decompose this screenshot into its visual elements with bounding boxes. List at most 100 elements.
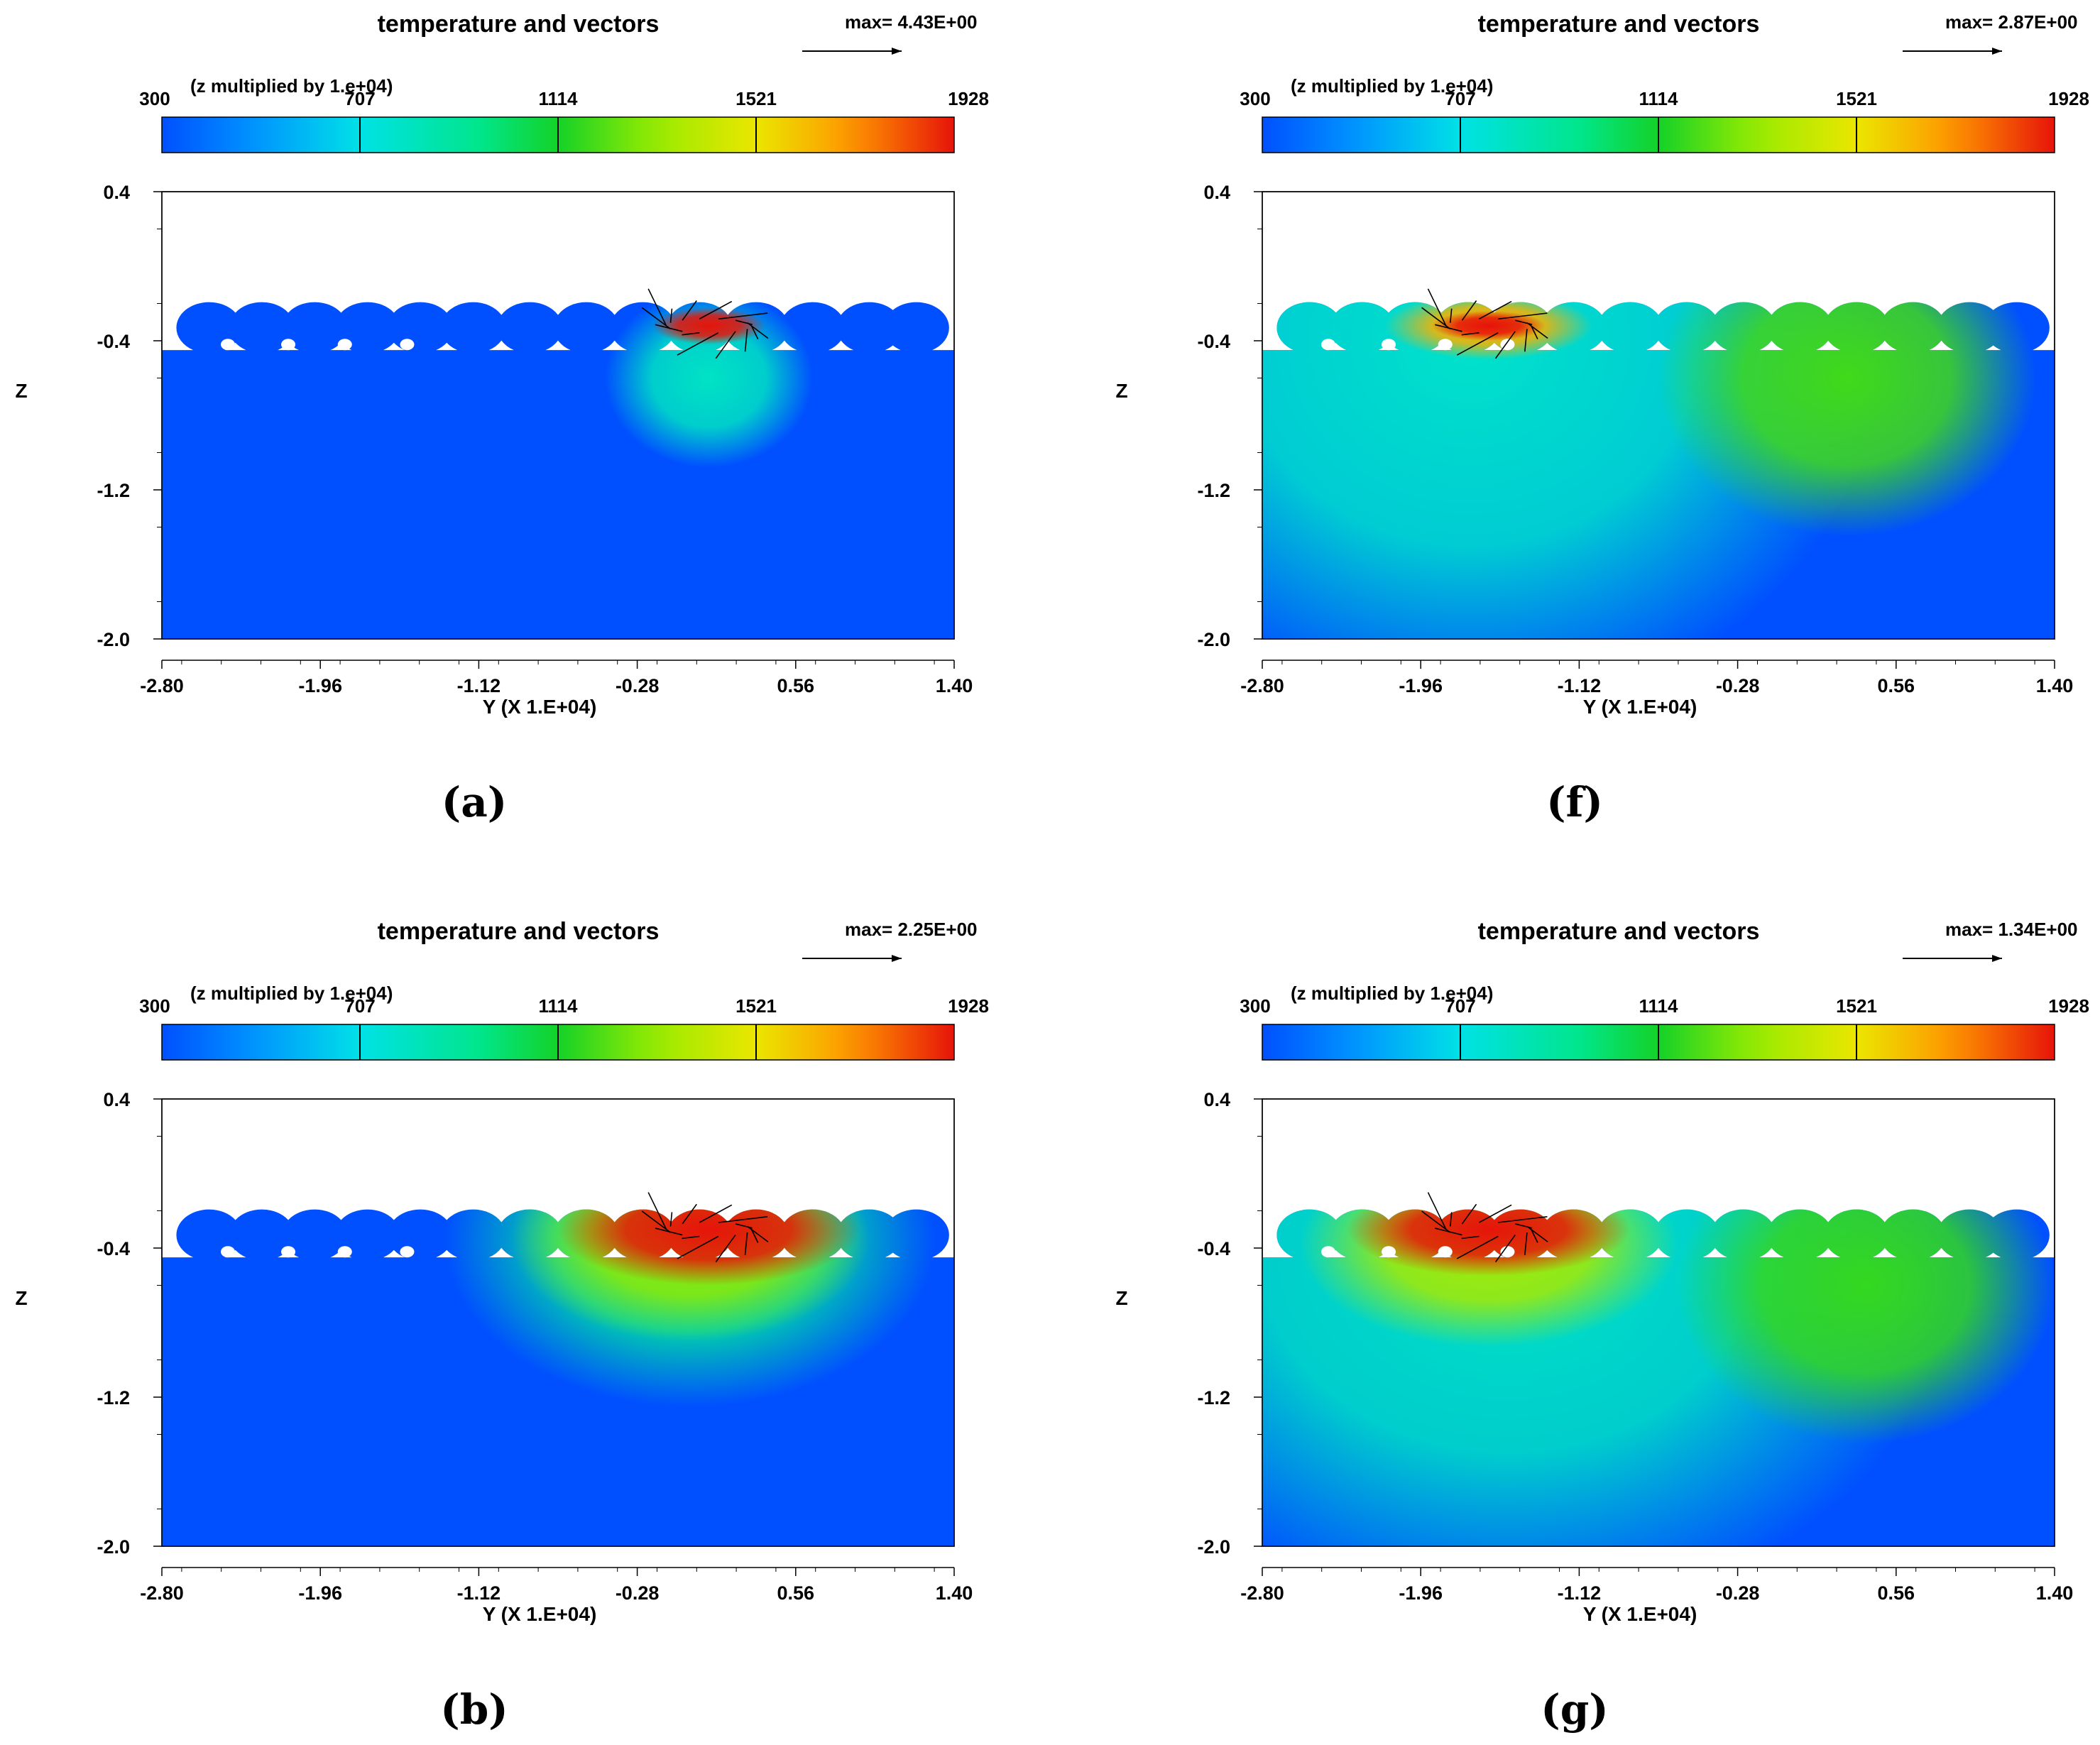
velocity-vector xyxy=(1450,308,1453,323)
vector-max-label: max= 2.25E+00 xyxy=(845,919,978,940)
x-tick-label: -1.96 xyxy=(298,1582,342,1604)
y-tick-label: -0.4 xyxy=(97,331,130,352)
x-tick-label: 1.40 xyxy=(2036,675,2074,696)
temperature-field xyxy=(1262,302,2055,639)
velocity-vector xyxy=(1427,1192,1447,1230)
velocity-vector xyxy=(718,1216,768,1223)
temperature-zone xyxy=(652,307,766,345)
colorbar-tick-label: 1928 xyxy=(948,88,989,109)
x-tick-label: -1.12 xyxy=(1558,1582,1602,1604)
chart-title: temperature and vectors xyxy=(378,918,660,945)
colorbar-tick-label: 707 xyxy=(1445,88,1475,109)
y-tick-label: -0.4 xyxy=(97,1238,130,1259)
colorbar-tick-label: 707 xyxy=(344,995,375,1017)
colorbar-note: (z multiplied by 1.e+04) xyxy=(190,983,393,1004)
vector-max-label: max= 4.43E+00 xyxy=(845,11,978,33)
y-tick-label: -1.2 xyxy=(97,480,130,501)
velocity-vectors xyxy=(1421,1192,1548,1263)
x-tick-label: 1.40 xyxy=(936,675,973,696)
pore-void xyxy=(221,1246,235,1258)
colorbar-tick-label: 1928 xyxy=(2048,88,2089,109)
velocity-vectors xyxy=(641,288,769,359)
chart-panel-g: temperature and vectors max= 1.34E+00 300 7… xyxy=(1100,907,2100,1745)
x-tick-label: -0.28 xyxy=(1716,675,1760,696)
chart-title: temperature and vectors xyxy=(378,11,660,38)
chart-panel-f: temperature and vectors max= 2.87E+00 300 7… xyxy=(1100,0,2100,838)
velocity-vector xyxy=(1461,1235,1480,1240)
y-tick-label: -1.2 xyxy=(97,1387,130,1408)
velocity-vector xyxy=(1427,288,1447,327)
velocity-vector xyxy=(1524,329,1528,352)
vector-max-label: max= 1.34E+00 xyxy=(1945,919,2078,940)
chart-svg: temperature and vectors max= 2.87E+00 300 7… xyxy=(1115,11,2089,826)
panel-caption: (g) xyxy=(1541,1685,1608,1734)
vector-max-label: max= 2.87E+00 xyxy=(1945,11,2078,33)
pore-void xyxy=(400,339,415,351)
velocity-vector xyxy=(682,1203,697,1225)
colorbar-note: (z multiplied by 1.e+04) xyxy=(190,75,393,97)
temperature-zone xyxy=(1658,302,2036,537)
colorbar-tick-label: 1114 xyxy=(1639,88,1679,109)
pore-void xyxy=(1321,1246,1335,1258)
velocity-vector xyxy=(1526,322,1548,339)
velocity-vector xyxy=(1531,325,1538,339)
pore-void xyxy=(337,1246,352,1258)
temperature-zone xyxy=(558,1209,860,1286)
velocity-vectors xyxy=(1421,288,1548,359)
velocity-vector xyxy=(1450,1212,1453,1227)
velocity-vector xyxy=(1531,1229,1538,1243)
x-tick-label: 1.40 xyxy=(2036,1582,2074,1604)
x-tick-label: -1.12 xyxy=(1558,675,1602,696)
pore-void xyxy=(1500,1246,1515,1258)
pore-void xyxy=(1438,339,1453,351)
pore-void xyxy=(1321,339,1335,351)
x-axis-label: Y (X 1.E+04) xyxy=(483,696,597,718)
velocity-vector xyxy=(1479,1204,1512,1223)
pore-void xyxy=(337,339,352,351)
velocity-vector xyxy=(1524,1232,1528,1256)
y-axis-label: Z xyxy=(1115,380,1127,402)
y-tick-label: 0.4 xyxy=(1203,1089,1230,1110)
chart-svg: temperature and vectors max= 1.34E+00 300 7… xyxy=(1115,918,2089,1734)
pore-void xyxy=(1438,1246,1453,1258)
velocity-vector xyxy=(744,1232,748,1256)
pore-void xyxy=(1382,339,1396,351)
vector-scale-arrowhead xyxy=(892,955,902,962)
velocity-vector xyxy=(747,322,769,339)
y-axis-label: Z xyxy=(15,380,27,402)
velocity-vector xyxy=(715,331,736,359)
colorbar-tick-label: 1521 xyxy=(735,995,777,1017)
velocity-vector xyxy=(1498,312,1548,320)
colorbar-tick-label: 1928 xyxy=(948,995,989,1017)
x-tick-label: -1.96 xyxy=(1399,675,1443,696)
x-axis-label: Y (X 1.E+04) xyxy=(1583,1603,1697,1625)
x-tick-label: -1.96 xyxy=(298,675,342,696)
x-tick-label: -1.12 xyxy=(457,675,501,696)
velocity-vector xyxy=(677,332,719,356)
pore-void xyxy=(221,339,235,351)
y-tick-label: -2.0 xyxy=(97,629,130,650)
pore-void xyxy=(281,1246,296,1258)
chart-panel-b: temperature and vectors max= 2.25E+00 300 7… xyxy=(0,907,1029,1745)
plot-border xyxy=(1262,191,2055,640)
velocity-vector xyxy=(669,1212,673,1227)
x-tick-label: 1.40 xyxy=(936,1582,973,1604)
temperature-zone xyxy=(1677,1209,2055,1444)
velocity-vector xyxy=(1498,1216,1548,1223)
pore-void xyxy=(400,1246,415,1258)
y-tick-label: 0.4 xyxy=(1203,182,1230,203)
vector-scale-arrowhead xyxy=(892,48,902,55)
colorbar-tick-label: 1521 xyxy=(735,88,777,109)
colorbar-tick-label: 1521 xyxy=(1836,88,1877,109)
temperature-zone xyxy=(1347,1209,1631,1276)
panel-caption: (f) xyxy=(1546,778,1603,826)
y-tick-label: -0.4 xyxy=(1197,1238,1230,1259)
x-tick-label: -2.80 xyxy=(140,1582,184,1604)
x-tick-label: -0.28 xyxy=(616,675,660,696)
x-tick-label: -0.28 xyxy=(616,1582,660,1604)
x-tick-label: -1.12 xyxy=(457,1582,501,1604)
velocity-vector xyxy=(744,329,748,352)
velocity-vector xyxy=(1461,1203,1477,1225)
x-tick-label: -2.80 xyxy=(1240,1582,1284,1604)
velocity-vector xyxy=(682,1235,700,1240)
